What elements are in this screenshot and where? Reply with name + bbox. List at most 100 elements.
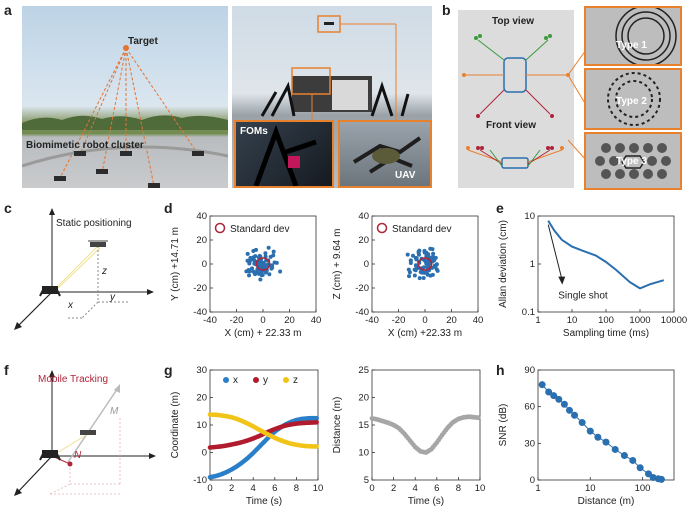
d1-std-circle — [255, 257, 271, 271]
point-n-label: N — [74, 450, 82, 461]
d2-legend-label: Standard dev — [392, 224, 452, 235]
d2-point — [430, 247, 435, 252]
d2-point — [431, 251, 436, 256]
d1-point — [278, 269, 283, 274]
d1-point — [250, 266, 255, 271]
e-series-line — [547, 220, 665, 290]
point-m-label: M — [110, 406, 119, 417]
h-point — [629, 456, 637, 464]
h-point — [602, 438, 610, 446]
g1-legend-label: y — [263, 375, 268, 386]
d2-point — [424, 261, 429, 266]
h-xtick-label: 10 — [585, 483, 596, 494]
uav-illustration — [352, 136, 422, 174]
h-point — [636, 464, 644, 472]
panel-label-d: d — [164, 200, 173, 216]
panel-label-b: b — [442, 2, 451, 18]
g2-ytick-label: 25 — [358, 366, 369, 376]
d1-ytick-label: 0 — [202, 259, 207, 270]
d1-ytick-label: -40 — [193, 307, 207, 318]
e-xtick-label: 10 — [567, 315, 578, 326]
d2-ytick-label: -20 — [355, 283, 369, 294]
d1-xtick-label: 0 — [260, 315, 265, 326]
d1-point — [248, 255, 253, 260]
h-xtick-label: 100 — [635, 483, 651, 494]
h-ytick-label: 60 — [524, 402, 535, 413]
g2-xtick-label: 2 — [391, 483, 396, 494]
robot-cluster-illustration — [22, 45, 228, 188]
type-2-label: Type 2 — [616, 96, 647, 107]
d1-point — [247, 269, 252, 274]
d1-point — [245, 251, 250, 256]
d1-point — [258, 277, 263, 282]
type-3-label: Type 3 — [616, 156, 647, 167]
robot-cluster-label: Biomimetic robot cluster — [26, 140, 144, 151]
g1-xtick-label: 0 — [207, 483, 212, 494]
g2-xtick-label: 8 — [456, 483, 461, 494]
h-point — [578, 419, 586, 427]
e-annotation-arrow — [547, 224, 563, 281]
d2-ytick-label: -40 — [355, 307, 369, 318]
d1-point — [252, 261, 257, 266]
d2-xtick-label: 20 — [446, 315, 457, 326]
h-point — [550, 392, 558, 400]
h-point — [555, 395, 563, 403]
g1-ytick-label: 20 — [196, 393, 207, 404]
d1-point — [257, 271, 262, 276]
d2-point — [418, 270, 423, 275]
g1-xtick-label: 10 — [313, 483, 324, 494]
d1-point — [271, 253, 276, 258]
g2-xtick-label: 6 — [434, 483, 439, 494]
g2-ytick-label: 15 — [358, 420, 369, 431]
d1-point — [254, 247, 259, 252]
fom-layout-diagram — [458, 10, 574, 188]
h-point — [586, 427, 594, 435]
axis-z-label: z — [102, 266, 107, 277]
fom-layout-illustration — [462, 34, 570, 169]
h-point — [538, 381, 546, 389]
d2-ytick-label: 40 — [358, 211, 369, 222]
d1-point — [271, 249, 276, 254]
g1-xtick-label: 2 — [229, 483, 234, 494]
g1-xtick-label: 6 — [272, 483, 277, 494]
d2-xlabel: X (cm) +22.33 m — [388, 328, 462, 339]
g2-ylabel: Distance (m) — [332, 397, 343, 454]
d1-xtick-label: -20 — [230, 315, 244, 326]
d1-ytick-label: -20 — [193, 283, 207, 294]
g1-legend-marker — [283, 377, 289, 383]
d2-point — [412, 273, 417, 278]
d2-ylabel: Z (cm) + 9.64 m — [332, 229, 343, 300]
d1-point — [257, 261, 262, 266]
h-ylabel: SNR (dB) — [498, 404, 509, 447]
type-3-image — [584, 132, 682, 190]
d2-point — [424, 254, 429, 259]
top-view-label: Top view — [492, 16, 535, 27]
type-2-image — [584, 68, 682, 130]
d1-point — [252, 270, 257, 275]
d2-point — [410, 253, 415, 258]
h-point — [571, 411, 579, 419]
g1-ytick-label: 30 — [196, 366, 207, 376]
d2-point — [406, 267, 411, 272]
d1-point — [247, 261, 252, 266]
d1-ytick-label: 20 — [196, 235, 207, 246]
type-connector-lines — [568, 49, 587, 161]
d2-point — [412, 267, 417, 272]
g2-xtick-label: 10 — [475, 483, 486, 494]
d2-point — [433, 255, 438, 260]
mobile-tracking-title: Mobile Tracking — [38, 374, 109, 385]
g1-point-x — [314, 415, 319, 421]
d2-point — [416, 250, 421, 255]
g1-point-z — [314, 444, 319, 449]
robot-cluster-photo — [22, 6, 228, 188]
d2-xtick-label: 40 — [473, 315, 484, 326]
g1-xtick-label: 8 — [294, 483, 299, 494]
distance-chart: 0 2 4 6 8 10 5 10 15 20 25 Time (s) Distance (m) — [332, 366, 486, 507]
g1-xlabel: Time (s) — [246, 496, 282, 507]
panel-label-a: a — [4, 2, 12, 18]
front-view-label: Front view — [486, 120, 537, 131]
g1-legend-marker — [253, 377, 259, 383]
g2-xlabel: Time (s) — [408, 496, 444, 507]
